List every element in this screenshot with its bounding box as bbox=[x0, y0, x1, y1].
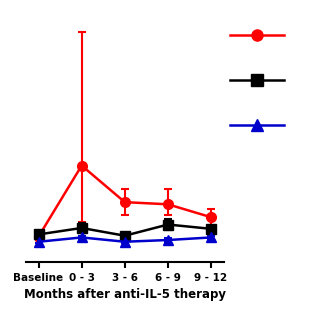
X-axis label: Months after anti-IL-5 therapy: Months after anti-IL-5 therapy bbox=[24, 288, 226, 301]
